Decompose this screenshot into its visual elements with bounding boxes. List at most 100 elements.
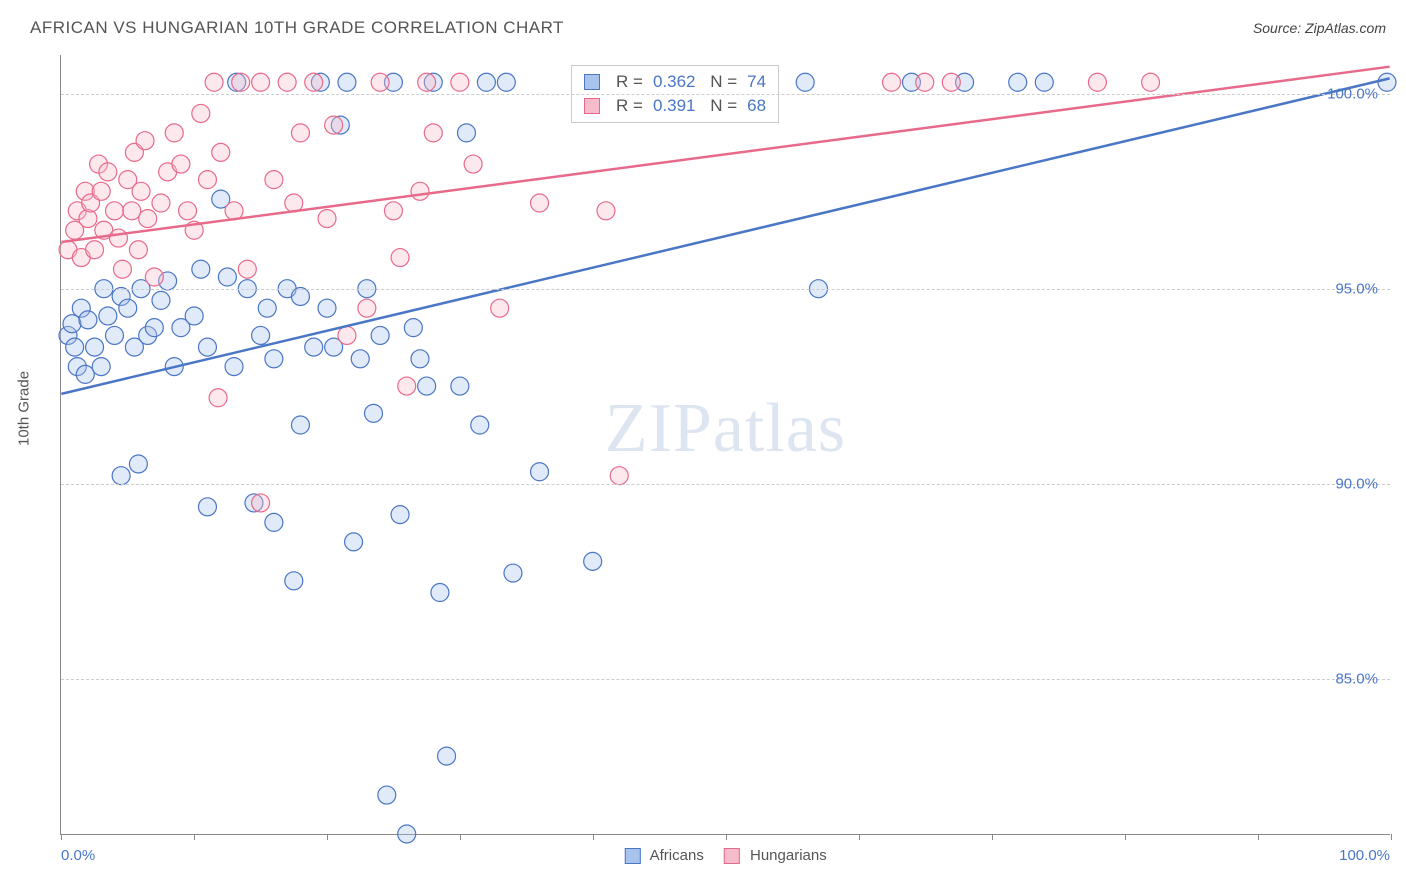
- legend-n-label: N =: [705, 72, 737, 92]
- data-point: [92, 182, 110, 200]
- data-point: [1035, 73, 1053, 91]
- gridline: [61, 289, 1390, 290]
- data-point: [179, 202, 197, 220]
- chart-title: AFRICAN VS HUNGARIAN 10TH GRADE CORRELAT…: [30, 18, 564, 38]
- data-point: [152, 194, 170, 212]
- data-point: [192, 104, 210, 122]
- x-tick: [726, 834, 727, 840]
- data-point: [109, 229, 127, 247]
- swatch-hungarians-icon: [584, 98, 600, 114]
- data-point: [86, 338, 104, 356]
- x-tick: [1391, 834, 1392, 840]
- data-point: [351, 350, 369, 368]
- x-tick: [61, 834, 62, 840]
- x-tick: [992, 834, 993, 840]
- data-point: [129, 455, 147, 473]
- data-point: [66, 338, 84, 356]
- data-point: [79, 210, 97, 228]
- data-point: [112, 467, 130, 485]
- data-point: [457, 124, 475, 142]
- data-point: [291, 124, 309, 142]
- data-point: [198, 338, 216, 356]
- data-point: [252, 326, 270, 344]
- data-point: [225, 358, 243, 376]
- data-point: [76, 365, 94, 383]
- legend-n-value-africans: 74: [747, 72, 766, 92]
- data-point: [105, 326, 123, 344]
- legend-r-value-africans: 0.362: [653, 72, 696, 92]
- data-point: [398, 377, 416, 395]
- data-point: [123, 202, 141, 220]
- data-point: [63, 315, 81, 333]
- data-point: [209, 389, 227, 407]
- legend-r-value-hungarians: 0.391: [653, 96, 696, 116]
- data-point: [531, 194, 549, 212]
- data-point: [265, 171, 283, 189]
- data-point: [365, 404, 383, 422]
- data-point: [491, 299, 509, 317]
- data-point: [165, 124, 183, 142]
- data-point: [424, 124, 442, 142]
- data-point: [338, 73, 356, 91]
- legend-row-africans: R = 0.362 N = 74: [584, 70, 766, 94]
- data-point: [378, 786, 396, 804]
- data-point: [325, 116, 343, 134]
- data-point: [265, 350, 283, 368]
- data-point: [92, 358, 110, 376]
- data-point: [411, 350, 429, 368]
- data-point: [358, 299, 376, 317]
- data-point: [371, 326, 389, 344]
- data-point: [411, 182, 429, 200]
- series-legend: Africans Hungarians: [624, 847, 826, 864]
- x-axis-max-label: 100.0%: [1339, 847, 1390, 864]
- data-point: [384, 202, 402, 220]
- data-point: [285, 572, 303, 590]
- data-point: [218, 268, 236, 286]
- trend-line: [61, 78, 1389, 393]
- scatter-svg: [61, 55, 1390, 834]
- data-point: [318, 299, 336, 317]
- data-point: [398, 825, 416, 843]
- data-point: [265, 513, 283, 531]
- data-point: [942, 73, 960, 91]
- data-point: [477, 73, 495, 91]
- legend-n-value-hungarians: 68: [747, 96, 766, 116]
- data-point: [451, 73, 469, 91]
- chart-container: AFRICAN VS HUNGARIAN 10TH GRADE CORRELAT…: [0, 0, 1406, 892]
- y-tick-label: 90.0%: [1335, 476, 1378, 493]
- legend-item-hungarians: Hungarians: [724, 847, 827, 864]
- data-point: [198, 171, 216, 189]
- legend-n-label: N =: [705, 96, 737, 116]
- data-point: [99, 163, 117, 181]
- data-point: [597, 202, 615, 220]
- legend-r-label: R =: [616, 96, 643, 116]
- data-point: [305, 73, 323, 91]
- x-tick: [1258, 834, 1259, 840]
- data-point: [152, 291, 170, 309]
- data-point: [86, 241, 104, 259]
- data-point: [1142, 73, 1160, 91]
- legend-label-hungarians: Hungarians: [750, 847, 827, 864]
- data-point: [418, 73, 436, 91]
- data-point: [252, 73, 270, 91]
- y-tick-label: 100.0%: [1327, 86, 1378, 103]
- legend-item-africans: Africans: [624, 847, 704, 864]
- data-point: [205, 73, 223, 91]
- x-tick: [593, 834, 594, 840]
- data-point: [391, 506, 409, 524]
- x-tick: [327, 834, 328, 840]
- data-point: [278, 73, 296, 91]
- data-point: [119, 299, 137, 317]
- x-tick: [859, 834, 860, 840]
- data-point: [497, 73, 515, 91]
- data-point: [318, 210, 336, 228]
- data-point: [105, 202, 123, 220]
- data-point: [451, 377, 469, 395]
- data-point: [136, 132, 154, 150]
- data-point: [431, 584, 449, 602]
- x-tick: [194, 834, 195, 840]
- y-tick-label: 95.0%: [1335, 281, 1378, 298]
- data-point: [438, 747, 456, 765]
- data-point: [252, 494, 270, 512]
- data-point: [212, 143, 230, 161]
